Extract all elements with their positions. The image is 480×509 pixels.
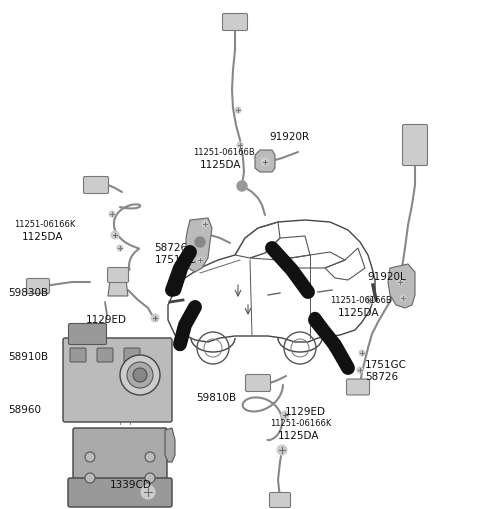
Text: 91920L: 91920L <box>367 272 406 282</box>
FancyBboxPatch shape <box>223 14 248 31</box>
Circle shape <box>141 485 155 499</box>
Text: 91920R: 91920R <box>269 132 309 142</box>
Circle shape <box>120 355 160 395</box>
FancyBboxPatch shape <box>73 428 167 487</box>
Circle shape <box>127 362 153 388</box>
Circle shape <box>145 452 155 462</box>
FancyBboxPatch shape <box>70 348 86 362</box>
Circle shape <box>237 181 247 191</box>
Circle shape <box>197 257 203 263</box>
Text: 1751GC: 1751GC <box>155 255 197 265</box>
Text: 1751GC: 1751GC <box>365 360 407 370</box>
FancyBboxPatch shape <box>269 493 290 507</box>
Circle shape <box>359 350 365 356</box>
Polygon shape <box>108 280 128 296</box>
Polygon shape <box>165 428 175 462</box>
Circle shape <box>235 107 241 113</box>
Circle shape <box>133 368 147 382</box>
FancyBboxPatch shape <box>403 125 428 165</box>
Text: 11251-06166B: 11251-06166B <box>330 296 392 305</box>
Text: 59810B: 59810B <box>196 393 236 403</box>
Circle shape <box>117 245 123 251</box>
FancyBboxPatch shape <box>124 348 140 362</box>
Text: 1125DA: 1125DA <box>200 160 241 170</box>
Text: 1129ED: 1129ED <box>86 315 127 325</box>
Text: 1339CD: 1339CD <box>110 480 152 490</box>
Circle shape <box>357 367 363 373</box>
FancyBboxPatch shape <box>347 379 370 395</box>
FancyBboxPatch shape <box>68 478 172 507</box>
Circle shape <box>85 452 95 462</box>
Text: 1129ED: 1129ED <box>285 407 326 417</box>
Circle shape <box>85 473 95 483</box>
Text: 11251-06166B: 11251-06166B <box>193 148 255 157</box>
Polygon shape <box>388 264 415 308</box>
Circle shape <box>109 211 115 217</box>
FancyBboxPatch shape <box>69 324 107 345</box>
Circle shape <box>202 221 208 227</box>
Circle shape <box>151 314 159 322</box>
Circle shape <box>237 142 243 148</box>
Circle shape <box>397 279 403 285</box>
Circle shape <box>145 473 155 483</box>
Text: 58910B: 58910B <box>8 352 48 362</box>
Text: 58726: 58726 <box>365 372 398 382</box>
Text: 58960: 58960 <box>8 405 41 415</box>
FancyBboxPatch shape <box>97 348 113 362</box>
Circle shape <box>400 295 406 301</box>
Text: 1125DA: 1125DA <box>278 431 320 441</box>
Circle shape <box>281 411 289 419</box>
FancyBboxPatch shape <box>63 338 172 422</box>
Circle shape <box>366 296 374 304</box>
Text: 11251-06166K: 11251-06166K <box>14 220 75 229</box>
Circle shape <box>277 445 287 455</box>
Polygon shape <box>255 150 275 172</box>
FancyBboxPatch shape <box>108 268 129 282</box>
FancyBboxPatch shape <box>84 177 108 193</box>
Text: 1125DA: 1125DA <box>338 308 380 318</box>
Text: 1125DA: 1125DA <box>22 232 63 242</box>
Text: 58726: 58726 <box>154 243 187 253</box>
Polygon shape <box>186 218 212 272</box>
Circle shape <box>111 231 119 239</box>
FancyBboxPatch shape <box>26 278 49 294</box>
Circle shape <box>261 158 269 166</box>
Circle shape <box>195 237 205 247</box>
Text: 11251-06166K: 11251-06166K <box>270 419 331 428</box>
Text: 59830B: 59830B <box>8 288 48 298</box>
FancyBboxPatch shape <box>245 375 271 391</box>
